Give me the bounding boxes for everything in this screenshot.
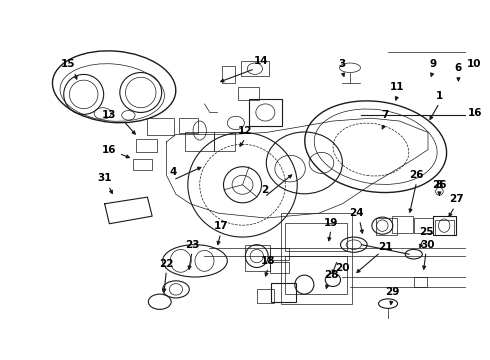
Text: 1: 1 <box>436 91 443 101</box>
Text: 16: 16 <box>102 145 117 154</box>
Text: 10: 10 <box>466 59 481 69</box>
Text: 22: 22 <box>159 259 173 269</box>
Text: 5: 5 <box>489 101 490 111</box>
Text: 31: 31 <box>98 173 112 183</box>
Bar <box>271 283 296 302</box>
Bar <box>392 216 413 233</box>
Bar <box>270 262 289 273</box>
Bar <box>376 218 396 235</box>
Text: 14: 14 <box>254 56 269 66</box>
Text: 25: 25 <box>419 227 433 237</box>
Bar <box>257 289 274 303</box>
Text: 16: 16 <box>468 108 483 118</box>
Bar <box>285 256 347 294</box>
Bar <box>133 159 152 171</box>
Text: 29: 29 <box>385 287 399 297</box>
Text: 12: 12 <box>238 126 253 136</box>
Text: 26: 26 <box>409 170 424 180</box>
Bar <box>214 132 235 152</box>
Bar <box>414 277 427 287</box>
Text: 3: 3 <box>339 59 346 69</box>
Text: 13: 13 <box>102 110 117 120</box>
Bar <box>270 248 289 260</box>
Text: 27: 27 <box>449 194 464 204</box>
Bar <box>136 139 157 152</box>
Text: 2: 2 <box>261 185 268 194</box>
Text: 28: 28 <box>324 270 338 280</box>
Text: 6: 6 <box>455 63 462 73</box>
Text: 19: 19 <box>324 218 338 228</box>
Text: 30: 30 <box>421 240 435 250</box>
Text: 7: 7 <box>382 110 389 120</box>
Bar <box>285 223 347 251</box>
Text: 21: 21 <box>378 242 392 252</box>
Bar <box>221 66 235 83</box>
Text: 17: 17 <box>213 221 228 231</box>
Text: 26: 26 <box>432 180 447 190</box>
Bar <box>185 132 214 152</box>
Text: 11: 11 <box>391 82 405 92</box>
Text: 15: 15 <box>61 59 76 69</box>
Text: 4: 4 <box>170 167 177 177</box>
Bar <box>238 87 259 100</box>
Bar <box>179 118 198 134</box>
Text: 8: 8 <box>436 180 443 190</box>
Text: 9: 9 <box>429 59 436 69</box>
Bar <box>414 218 433 233</box>
Bar <box>147 118 174 135</box>
Bar <box>241 61 269 76</box>
Text: 23: 23 <box>185 240 199 250</box>
Bar <box>245 245 270 271</box>
Bar <box>249 99 282 126</box>
Text: 24: 24 <box>349 208 364 218</box>
Bar <box>433 216 456 235</box>
Text: 20: 20 <box>335 262 350 273</box>
Text: 18: 18 <box>261 256 275 266</box>
Bar <box>281 213 352 303</box>
Bar <box>435 220 454 235</box>
